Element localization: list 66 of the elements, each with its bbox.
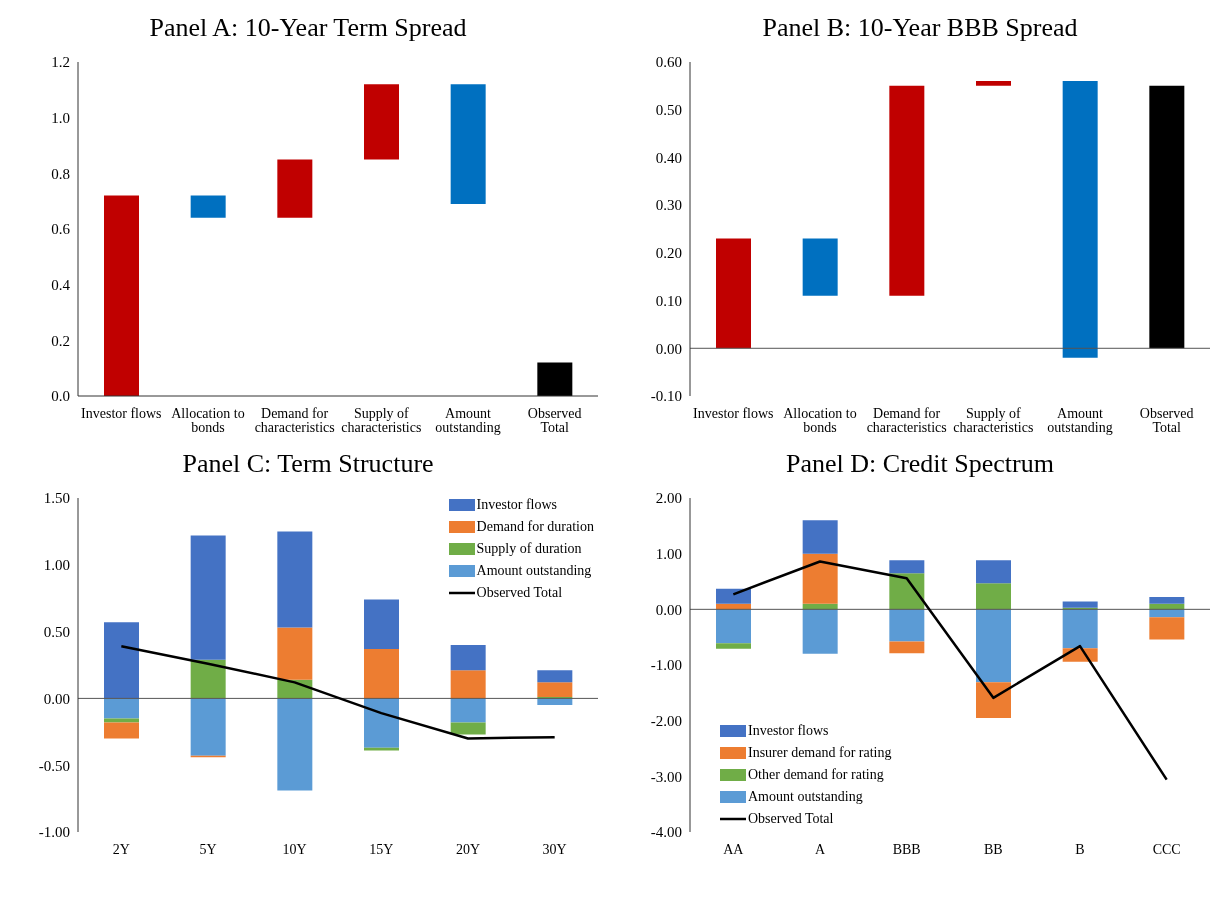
y-tick-label: 0.4 bbox=[51, 276, 71, 293]
y-tick-label: 0.20 bbox=[655, 245, 682, 262]
y-tick-label: 0.50 bbox=[43, 623, 70, 640]
y-tick-label: -0.50 bbox=[38, 757, 70, 774]
y-tick-label: -1.00 bbox=[650, 657, 682, 674]
legend-label: Other demand for rating bbox=[748, 767, 884, 783]
x-tick-label: 20Y bbox=[455, 841, 481, 857]
x-tick-label: Supply of characteristics bbox=[341, 405, 422, 435]
legend-label: Amount outstanding bbox=[476, 563, 592, 579]
y-tick-label: 0.00 bbox=[43, 690, 70, 707]
y-tick-label: 0.30 bbox=[655, 197, 682, 214]
legend-label: Observed Total bbox=[476, 585, 563, 601]
y-tick-label: -3.00 bbox=[650, 768, 682, 785]
x-tick-label: 5Y bbox=[199, 841, 217, 857]
x-tick-label: B bbox=[1075, 841, 1085, 857]
x-tick-label: 2Y bbox=[112, 841, 130, 857]
y-tick-label: -4.00 bbox=[650, 824, 682, 841]
y-tick-label: -0.10 bbox=[650, 388, 682, 405]
x-tick-label: CCC bbox=[1152, 841, 1181, 857]
chart-title: Panel D: Credit Spectrum bbox=[785, 448, 1055, 480]
y-tick-label: 0.40 bbox=[655, 149, 682, 166]
x-tick-label: 15Y bbox=[369, 841, 394, 857]
chart-title: Panel C: Term Structure bbox=[181, 448, 435, 480]
y-tick-label: -1.00 bbox=[38, 824, 70, 841]
x-tick-label: Allocation to bonds bbox=[171, 405, 245, 435]
y-tick-label: 1.50 bbox=[43, 490, 70, 507]
x-tick-label: AA bbox=[723, 841, 745, 857]
y-tick-label: 0.00 bbox=[655, 601, 682, 618]
x-tick-label: Observed Total bbox=[1139, 405, 1194, 435]
legend-label: Supply of duration bbox=[476, 541, 582, 557]
legend-label: Insurer demand for rating bbox=[748, 745, 892, 761]
x-tick-label: BBB bbox=[892, 841, 921, 857]
legend-label: Amount outstanding bbox=[748, 789, 863, 805]
legend-label: Investor flows bbox=[476, 497, 558, 513]
x-tick-label: Allocation to bonds bbox=[783, 405, 857, 435]
x-tick-label: 30Y bbox=[542, 841, 567, 857]
x-tick-label: Amount outstanding bbox=[1047, 405, 1113, 435]
y-tick-label: 1.00 bbox=[43, 557, 70, 574]
chart-title: Panel B: 10-Year BBB Spread bbox=[761, 12, 1079, 44]
y-tick-label: 0.50 bbox=[655, 102, 682, 119]
y-tick-label: 0.6 bbox=[51, 221, 71, 238]
y-tick-label: 1.00 bbox=[655, 545, 682, 562]
x-tick-label: Investor flows bbox=[693, 405, 774, 421]
y-tick-label: 0.60 bbox=[655, 54, 682, 71]
x-tick-label: Amount outstanding bbox=[435, 405, 501, 435]
y-tick-label: 0.00 bbox=[655, 340, 682, 357]
y-tick-label: 0.8 bbox=[51, 165, 70, 182]
y-tick-label: 1.2 bbox=[51, 54, 70, 71]
x-tick-label: Demand for characteristics bbox=[866, 405, 947, 435]
x-tick-label: 10Y bbox=[282, 841, 307, 857]
legend-label: Investor flows bbox=[748, 723, 829, 739]
y-tick-label: 2.00 bbox=[655, 490, 682, 507]
y-tick-label: 0.0 bbox=[51, 388, 70, 405]
y-tick-label: 0.10 bbox=[655, 292, 682, 309]
legend-label: Observed Total bbox=[748, 811, 834, 827]
x-tick-label: A bbox=[814, 841, 826, 857]
y-tick-label: 1.0 bbox=[51, 109, 70, 126]
x-tick-label: Observed Total bbox=[527, 405, 582, 435]
x-tick-label: Supply of characteristics bbox=[953, 405, 1034, 435]
x-tick-label: Investor flows bbox=[81, 405, 162, 421]
x-tick-label: BB bbox=[983, 841, 1003, 857]
chart-title: Panel A: 10-Year Term Spread bbox=[148, 12, 468, 44]
legend-label: Demand for duration bbox=[476, 519, 594, 535]
y-tick-label: 0.2 bbox=[51, 332, 70, 349]
y-tick-label: -2.00 bbox=[650, 712, 682, 729]
x-tick-label: Demand for characteristics bbox=[254, 405, 335, 435]
